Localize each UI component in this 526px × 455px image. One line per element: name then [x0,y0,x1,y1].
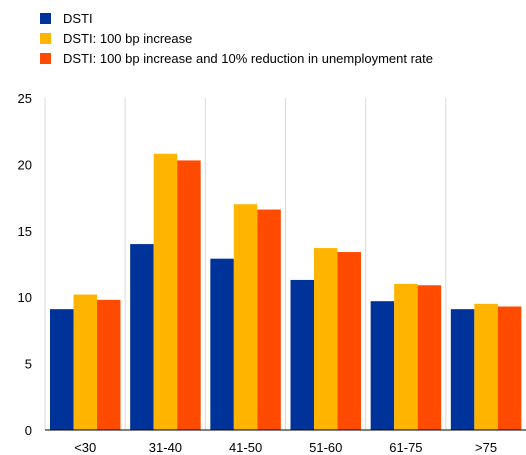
bar-dsti [210,258,234,430]
legend-label-dsti-100bp: DSTI: 100 bp increase [63,30,193,46]
bar-dsti [130,244,154,430]
x-tick-label: 31-40 [149,440,182,455]
x-tick-label: 51-60 [309,440,342,455]
legend-swatch-dsti-100bp [40,32,51,44]
bar-dsti-100bp-unemployment [337,252,361,430]
x-tick-label: 41-50 [229,440,262,455]
x-tick-label: 61-75 [389,440,422,455]
y-tick-label: 5 [25,357,32,372]
y-tick-label: 10 [18,290,32,305]
y-tick-label: 20 [18,157,32,172]
grid-lines [124,98,447,430]
bar-dsti-100bp-unemployment [97,299,121,430]
legend-swatch-dsti-100bp-unemployment [40,52,51,64]
bar-dsti-100bp-unemployment [417,285,442,430]
y-tick-label: 15 [18,224,32,239]
legend-label-dsti: DSTI [63,10,93,26]
x-tick-label: <30 [74,440,96,455]
bar-dsti-100bp [73,294,97,430]
bar-dsti-100bp [394,283,418,430]
legend: DSTI DSTI: 100 bp increase DSTI: 100 bp … [40,8,433,68]
bar-dsti-100bp [474,303,498,430]
bar-dsti-100bp [153,153,178,430]
x-tick-label: >75 [475,440,497,455]
bar-dsti-100bp [233,204,258,430]
bar-dsti-100bp-unemployment [257,209,281,430]
bars [50,153,522,430]
x-axis: <30 31-40 41-50 51-60 61-75 >75 [45,429,526,455]
bar-dsti [370,301,395,430]
y-axis: 0 5 10 15 20 25 [18,91,46,438]
legend-item-dsti: DSTI [40,8,433,28]
bar-dsti [50,309,74,430]
bar-dsti-100bp-unemployment [177,160,201,430]
legend-label-dsti-100bp-unemployment: DSTI: 100 bp increase and 10% reduction … [63,50,433,66]
legend-item-dsti-100bp: DSTI: 100 bp increase [40,28,433,48]
bar-dsti-100bp-unemployment [497,306,522,430]
bar-dsti [450,309,475,430]
bar-dsti-100bp [314,248,338,430]
bar-dsti [290,279,314,430]
y-tick-label: 0 [25,423,32,438]
legend-swatch-dsti [40,12,51,24]
legend-item-dsti-100bp-unemployment: DSTI: 100 bp increase and 10% reduction … [40,48,433,68]
y-tick-label: 25 [18,91,32,106]
